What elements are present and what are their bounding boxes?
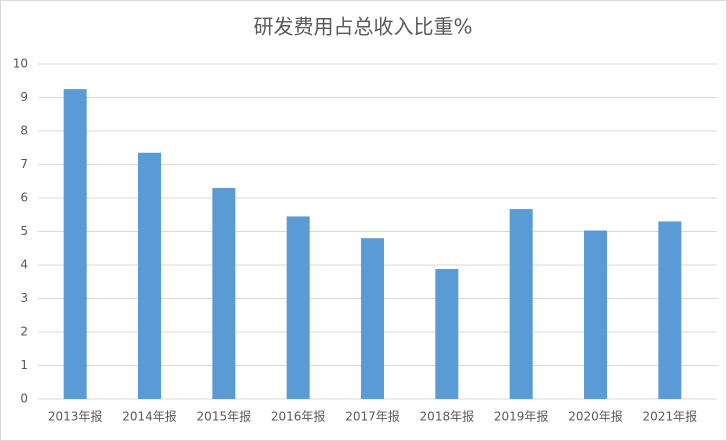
chart-title: 研发费用占总收入比重%	[253, 15, 472, 39]
bar	[584, 230, 607, 399]
y-tick-label: 1	[20, 358, 28, 372]
bar	[658, 221, 682, 399]
bar	[63, 89, 87, 399]
bar	[361, 238, 384, 399]
y-tick-label: 6	[20, 191, 28, 205]
x-tick-label: 2014年报	[122, 409, 177, 424]
x-tick-label: 2016年报	[271, 409, 326, 424]
y-tick-label: 0	[20, 392, 28, 406]
y-tick-label: 10	[13, 57, 28, 71]
bar	[138, 152, 161, 399]
x-tick-label: 2019年报	[494, 409, 549, 424]
bar	[509, 209, 533, 399]
y-tick-label: 3	[20, 291, 28, 305]
bar	[286, 216, 310, 399]
x-tick-label: 2018年报	[420, 409, 475, 424]
x-tick-label: 2021年报	[643, 409, 698, 424]
y-tick-label: 7	[20, 157, 28, 171]
x-tick-label: 2015年报	[197, 409, 252, 424]
x-tick-label: 2017年报	[345, 409, 400, 424]
y-tick-label: 4	[20, 258, 28, 272]
y-tick-label: 5	[20, 224, 28, 238]
bar	[435, 269, 459, 399]
y-tick-label: 2	[20, 325, 28, 339]
bar	[212, 187, 236, 399]
x-tick-label: 2013年报	[48, 409, 103, 424]
y-tick-label: 9	[20, 90, 28, 104]
y-tick-label: 8	[20, 124, 28, 138]
x-tick-label: 2020年报	[568, 409, 623, 424]
